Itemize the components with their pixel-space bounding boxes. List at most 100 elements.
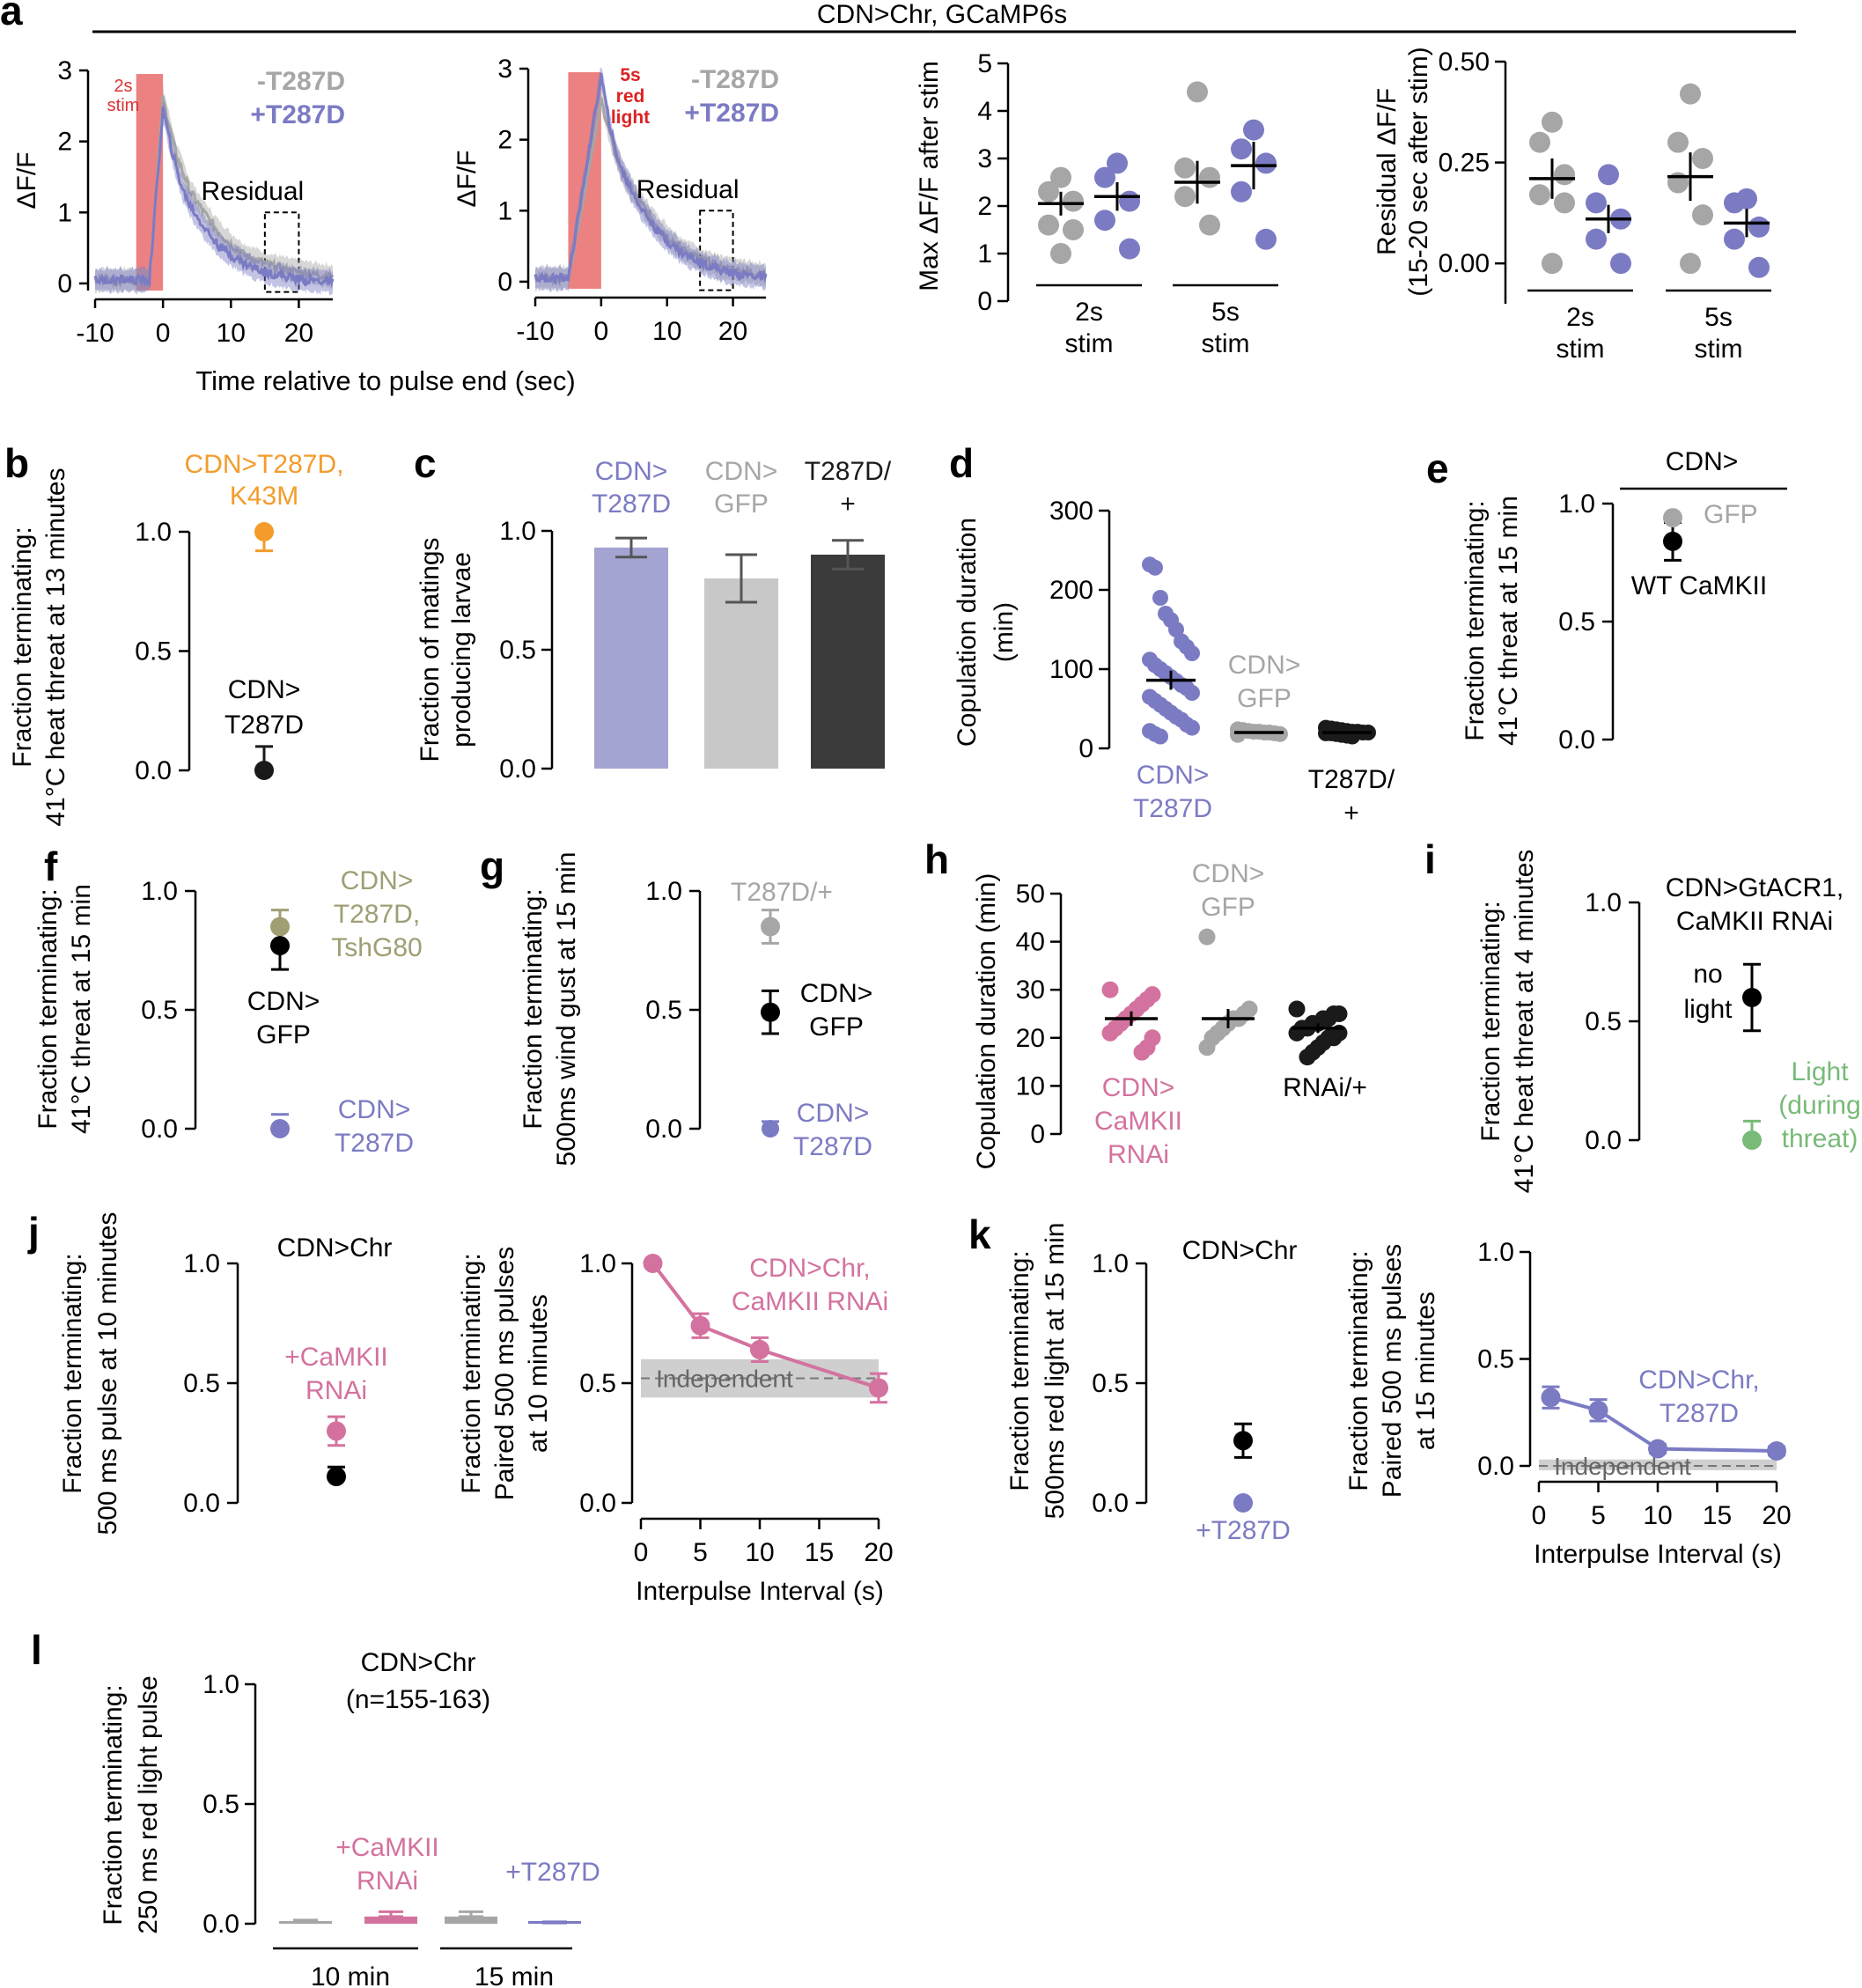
y-tick-label: 0.0 [1585,1126,1622,1155]
x-tick-label: 10 [217,319,246,348]
point-label: CDN>T287D, [185,450,344,479]
panel-header: CDN>Chr [277,1233,393,1263]
panel-d: 0 100 200 300 CDN> T287D CDN> GFP T287D/ + Copulat… [953,497,1395,828]
data-point [1101,981,1119,998]
data-point [1663,531,1682,551]
independent-label: Independent [1554,1453,1691,1480]
bar-label: CDN> [705,457,778,486]
x-tick-label: 0 [634,1538,649,1567]
stim-label: 2s stim [107,77,140,115]
y-tick-label: 40 [1016,928,1045,957]
data-point [1187,81,1208,103]
y-axis-label: Fraction terminating: 500 ms pulse at 10 … [58,1212,122,1535]
x-tick-label: 10 [745,1538,774,1567]
y-tick-label: 1.0 [1585,888,1622,917]
point-label: WT CaMKII [1631,571,1767,600]
panel-b: 0.0 0.5 1.0 CDN>T287D, K43M CDN> T287D Fraction… [8,450,343,827]
y-axis-label-line: producing larvae [447,552,476,747]
data-point [1094,166,1115,188]
point-label: no [1693,960,1722,989]
y-tick-label: 3 [57,56,72,85]
data-point [1554,164,1575,186]
y-tick-label: 0.0 [579,1489,616,1518]
y-tick-label: 0.5 [579,1369,616,1398]
data-point [1184,685,1200,701]
series-label: CDN>Chr, [1638,1366,1760,1395]
data-point [1184,719,1200,736]
y-tick-label: 0.5 [1477,1345,1514,1374]
y-tick-label: 1 [977,239,992,269]
bar [445,1916,497,1924]
x-tick-label: 15 [805,1538,834,1567]
y-tick-label: 2 [497,126,512,155]
y-axis-label: Fraction terminating: 250 ms red light pu… [99,1675,163,1934]
residual-window-box [699,210,734,291]
point-label: CDN> [341,866,414,895]
point-label: K43M [230,482,298,511]
legend-minus-t287d: -T287D [257,67,345,96]
data-point [1094,210,1115,232]
residual-label: Residual [201,177,304,206]
point-label: CDN> [800,979,873,1008]
y-tick-label: 1.0 [1477,1238,1514,1267]
y-axis-label-line: at 10 minutes [524,1294,553,1453]
trace-line [93,107,335,289]
group-label: 5s [1704,303,1733,332]
y-axis-label-line: 250 ms red light pulse [134,1675,163,1934]
data-point [643,1254,663,1273]
y-tick-label: 0.0 [1477,1452,1514,1481]
data-point [1288,1000,1306,1018]
panel-letter-c: c [414,440,437,486]
y-axis-label-line: Fraction terminating: [457,1253,486,1493]
bar-label: CDN> [595,457,668,486]
point-label: CDN> [247,987,320,1016]
y-axis-label: Fraction terminating: 41°C heat threat at… [8,468,70,826]
y-tick-label: 0 [1030,1120,1045,1149]
data-point [1542,253,1563,275]
point-label: T287D/+ [731,878,833,907]
panel-e: 0.0 0.5 1.0 CDN> GFP WT CaMKII Fraction termin… [1461,447,1787,755]
legend-minus-t287d: -T287D [691,65,779,94]
panel-header: (n=155-163) [346,1685,490,1714]
series-line [651,1262,879,1390]
y-tick-label: 50 [1016,880,1045,909]
data-point [1680,83,1701,105]
trace-sem-band [535,86,766,292]
point-label: T287D [335,1129,414,1158]
y-axis-label-line: Fraction terminating: [1005,1250,1034,1491]
x-tick-label: 10 [1643,1501,1672,1530]
point-label: T287D [793,1132,872,1161]
data-point [1198,1039,1216,1057]
group-label: CDN> [1102,1073,1175,1102]
bar [594,547,668,769]
x-tick-label: 0 [1532,1501,1547,1530]
y-tick-label: 0 [977,287,992,316]
stim-label-line: stim [107,96,140,115]
y-axis-label: Max ΔF/F after stim [915,61,944,291]
data-point [1692,204,1713,226]
y-axis-label-line: Residual ΔF/F [1373,88,1402,255]
y-axis-label: Fraction of matings producing larvae [416,537,476,762]
group-label: stim [1557,335,1605,364]
y-axis-label: ΔF/F [453,150,482,207]
category-label: RNAi [357,1867,418,1896]
data-point [1198,928,1216,946]
point-label: (during [1778,1091,1860,1120]
y-tick-label: 3 [497,55,512,84]
stim-label-line: 5s [620,65,640,85]
panel-letter-b: b [4,440,29,486]
point-label: CDN> [228,675,301,704]
y-tick-label: 0 [1078,734,1093,763]
y-axis-label: Fraction terminating: 41°C threat at 15 m… [33,884,96,1134]
data-point [1588,1400,1608,1420]
series-line [1549,1395,1777,1453]
group-label: RNAi [1108,1140,1169,1169]
y-tick-label: 0 [57,269,72,298]
x-axis-label: Time relative to pulse end (sec) [195,365,575,396]
panel-header: CDN>Chr [1182,1236,1298,1265]
y-axis-label-line: Fraction terminating: [1461,500,1490,740]
panel-letter-h: h [924,836,949,882]
panel-letter-g: g [480,843,504,889]
data-point [1199,166,1220,188]
